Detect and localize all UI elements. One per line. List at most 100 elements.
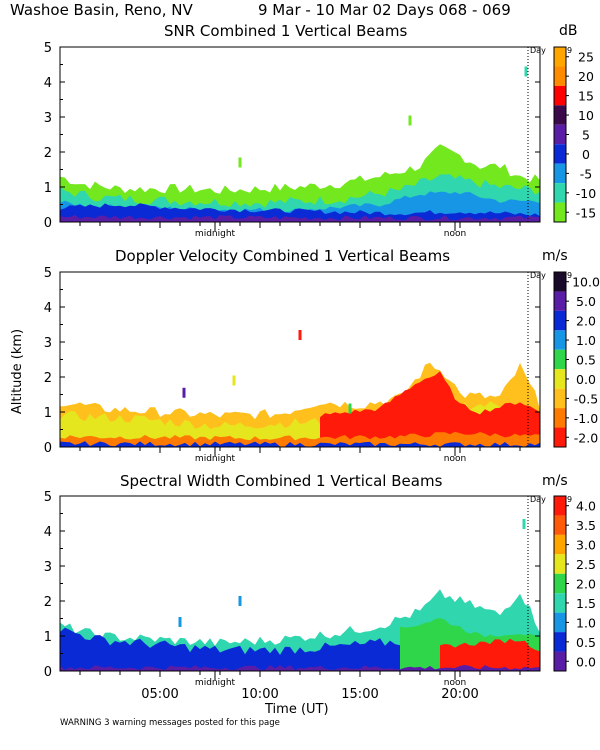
- colorbar-label: 2.0: [576, 577, 596, 592]
- colorbar-day-number: 9: [567, 495, 572, 504]
- colorbar-segment: [554, 124, 566, 145]
- colorbar-label: 20: [578, 69, 594, 84]
- colorbar-segment: [554, 388, 566, 409]
- y-tick-label: 2: [44, 371, 52, 386]
- echo-feature-0: [522, 519, 526, 529]
- colorbar-label: -2.0: [574, 430, 598, 445]
- colorbar-label: 2.5: [576, 557, 596, 572]
- y-tick-label: 1: [44, 181, 52, 196]
- colorbar-segment: [554, 515, 566, 535]
- x-tick-label: 15:00: [341, 687, 378, 702]
- marker-label-noon: noon: [444, 454, 466, 464]
- colorbar-label: -1.0: [574, 411, 598, 426]
- colorbar-segment: [554, 66, 566, 86]
- echo-feature-2: [238, 157, 242, 168]
- colorbar-segment: [554, 163, 566, 184]
- colorbar-segment: [554, 369, 566, 389]
- colorbar-segment: [554, 427, 566, 447]
- colorbar-label: 2.0: [576, 314, 596, 329]
- marker-label-midnight: midnight: [195, 454, 236, 464]
- colorbar-label: 10: [578, 108, 594, 123]
- y-tick-label: 3: [44, 111, 52, 126]
- colorbar-segment: [554, 593, 566, 613]
- day-label: Day: [530, 495, 546, 504]
- echo-layer-3: [60, 431, 540, 447]
- colorbar-segment: [554, 632, 566, 652]
- colorbar-label: -15: [576, 205, 596, 220]
- echo-feature-3: [348, 403, 352, 414]
- y-tick-label: 4: [44, 301, 52, 316]
- colorbar-segment: [554, 330, 566, 350]
- y-tick-label: 5: [44, 266, 52, 281]
- y-tick-label: 0: [44, 441, 52, 456]
- colorbar-day-number: 9: [567, 271, 572, 280]
- y-tick-label: 0: [44, 216, 52, 231]
- colorbar-segment: [554, 183, 566, 203]
- colorbar-label: 1.0: [576, 615, 596, 630]
- echo-layer-4: [60, 441, 540, 447]
- colorbar-segment: [554, 651, 566, 671]
- colorbar-label: 3.5: [576, 518, 596, 533]
- echo-feature-0: [298, 330, 302, 340]
- x-tick-label: 20:00: [441, 687, 478, 702]
- y-tick-label: 0: [44, 665, 52, 680]
- colorbar-segment: [554, 349, 566, 370]
- colorbar-label: 0.0: [576, 654, 596, 669]
- colorbar-label: -10: [576, 186, 596, 201]
- day-label: Day: [530, 271, 546, 280]
- colorbar-label: 4.0: [576, 499, 596, 514]
- colorbar-segment: [554, 47, 566, 67]
- echo-layer-3: [440, 638, 540, 671]
- marker-label-noon: noon: [444, 678, 466, 688]
- chart-panel-1: 0 1 2 3 4 5 midnight noon Day 9 10.0 5.0 2.0 1.0 0.5 0.…: [44, 266, 600, 464]
- y-tick-label: 3: [44, 336, 52, 351]
- echo-feature-1: [238, 596, 242, 606]
- marker-label-midnight: midnight: [195, 678, 236, 688]
- y-tick-label: 1: [44, 406, 52, 421]
- x-tick-label: 05:00: [141, 687, 178, 702]
- y-tick-label: 2: [44, 595, 52, 610]
- y-tick-label: 4: [44, 525, 52, 540]
- y-tick-label: 2: [44, 146, 52, 161]
- colorbar-label: 5.0: [576, 294, 596, 309]
- y-tick-label: 4: [44, 76, 52, 91]
- echo-feature-2: [178, 617, 182, 627]
- echo-feature-0: [524, 66, 528, 77]
- colorbar-label: 1.0: [576, 333, 596, 348]
- colorbar-segment: [554, 496, 566, 516]
- colorbar-label: 5: [582, 128, 590, 143]
- chart-panel-2: 0 1 2 3 4 5 midnight noon Day 9 4.0 3.5 3.0 2.5 2.0 1.5…: [44, 490, 596, 702]
- colorbar-label: -0.5: [574, 391, 598, 406]
- y-tick-label: 1: [44, 630, 52, 645]
- colorbar-label: 0.0: [576, 372, 596, 387]
- colorbar-label: 0: [582, 147, 590, 162]
- echo-feature-1: [232, 375, 236, 386]
- echo-feature-1: [408, 115, 412, 126]
- colorbar-label: 10.0: [572, 275, 600, 290]
- colorbar-segment: [554, 291, 566, 311]
- colorbar-segment: [554, 612, 566, 633]
- echo-feature-2: [182, 387, 186, 398]
- colorbar-label: -5: [580, 166, 592, 181]
- colorbar-segment: [554, 85, 566, 106]
- colorbar-segment: [554, 534, 566, 555]
- colorbar-segment: [554, 144, 566, 164]
- colorbar-segment: [554, 202, 566, 222]
- marker-label-midnight: midnight: [195, 229, 236, 239]
- colorbar-day-number: 9: [567, 46, 572, 55]
- colorbar-segment: [554, 310, 566, 331]
- colorbar-label: 0.5: [576, 635, 596, 650]
- colorbar-label: 0.5: [576, 353, 596, 368]
- colorbar-label: 1.5: [576, 596, 596, 611]
- colorbar-label: 25: [578, 50, 594, 65]
- echo-layer-4: [60, 665, 540, 671]
- colorbar-segment: [554, 105, 566, 125]
- echo-layer-2: [320, 371, 540, 447]
- colorbar-label: 15: [578, 89, 594, 104]
- y-tick-label: 5: [44, 41, 52, 56]
- marker-label-noon: noon: [444, 229, 466, 239]
- colorbar-segment: [554, 408, 566, 428]
- echo-layer-4: [60, 215, 540, 222]
- colorbar-segment: [554, 573, 566, 594]
